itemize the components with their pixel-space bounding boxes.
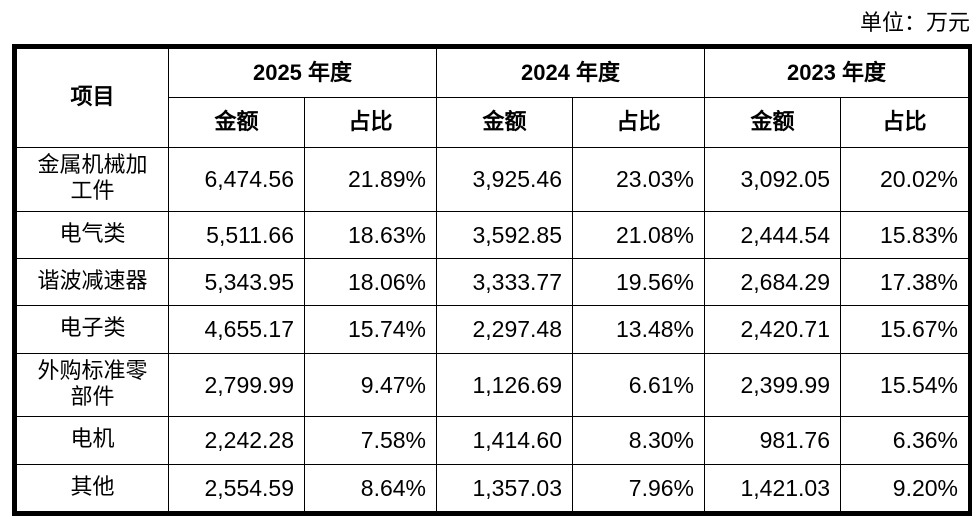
cell-ratio: 15.54% — [840, 352, 969, 418]
row-category-name: 其他 — [16, 463, 169, 513]
unit-label: 单位：万元 — [859, 11, 970, 36]
cell-ratio: 19.56% — [572, 257, 705, 307]
header-ratio: 占比 — [840, 97, 969, 148]
cell-amount: 4,655.17 — [168, 305, 305, 354]
cell-amount: 2,242.28 — [168, 416, 305, 465]
row-category-name: 外购标准零部件 — [16, 352, 169, 418]
table-row: 电气类 5,511.66 18.63% 3,592.85 21.08% 2,444.54 1… — [16, 210, 969, 259]
cell-ratio: 13.48% — [572, 305, 705, 354]
row-category-name: 电子类 — [16, 305, 169, 354]
cell-ratio: 7.58% — [304, 416, 437, 465]
row-category-name: 电机 — [16, 416, 169, 465]
cell-amount: 1,421.03 — [704, 463, 841, 513]
cell-ratio: 21.08% — [572, 210, 705, 259]
cell-amount: 2,684.29 — [704, 257, 841, 307]
table-row: 谐波减速器 5,343.95 18.06% 3,333.77 19.56% 2,684.2… — [16, 257, 969, 307]
header-ratio: 占比 — [572, 97, 705, 148]
cell-ratio: 9.47% — [304, 352, 437, 418]
cell-ratio: 20.02% — [840, 146, 969, 212]
cell-amount: 1,357.03 — [436, 463, 573, 513]
header-amount: 金额 — [168, 97, 305, 148]
cell-amount: 6,474.56 — [168, 146, 305, 212]
cell-ratio: 6.61% — [572, 352, 705, 418]
row-category-name: 金属机械加工件 — [16, 146, 169, 212]
cell-amount: 3,925.46 — [436, 146, 573, 212]
header-amount: 金额 — [704, 97, 841, 148]
header-year-2023: 2023 年度 — [704, 47, 969, 99]
cell-amount: 5,343.95 — [168, 257, 305, 307]
cell-ratio: 8.64% — [304, 463, 437, 513]
cell-amount: 2,799.99 — [168, 352, 305, 418]
cell-ratio: 15.67% — [840, 305, 969, 354]
cell-ratio: 15.83% — [840, 210, 969, 259]
cell-ratio: 6.36% — [840, 416, 969, 465]
cell-amount: 2,420.71 — [704, 305, 841, 354]
table-row: 外购标准零部件 2,799.99 9.47% 1,126.69 6.61% 2,399.9… — [16, 352, 969, 418]
cell-ratio: 9.20% — [840, 463, 969, 513]
header-year-2024: 2024 年度 — [436, 47, 705, 99]
cell-ratio: 23.03% — [572, 146, 705, 212]
cell-ratio: 7.96% — [572, 463, 705, 513]
row-category-name: 谐波减速器 — [16, 257, 169, 307]
table-row: 其他 2,554.59 8.64% 1,357.03 7.96% 1,421.03 9.20… — [16, 463, 969, 513]
cell-ratio: 21.89% — [304, 146, 437, 212]
table-row: 金属机械加工件 6,474.56 21.89% 3,925.46 23.03% 3,092… — [16, 146, 969, 212]
cell-amount: 1,126.69 — [436, 352, 573, 418]
data-table: 项目 2025 年度 2024 年度 2023 年度 金额 占比 金额 占比 金… — [16, 47, 969, 513]
header-row-metrics: 金额 占比 金额 占比 金额 占比 — [17, 97, 969, 148]
cell-amount: 5,511.66 — [168, 210, 305, 259]
row-category-name: 电气类 — [16, 210, 169, 259]
cell-amount: 981.76 — [704, 416, 841, 465]
cell-ratio: 15.74% — [304, 305, 437, 354]
cell-amount: 2,297.48 — [436, 305, 573, 354]
header-amount: 金额 — [436, 97, 573, 148]
header-ratio: 占比 — [304, 97, 437, 148]
header-year-2025: 2025 年度 — [168, 47, 437, 99]
cell-amount: 2,444.54 — [704, 210, 841, 259]
header-project: 项目 — [16, 48, 169, 148]
cell-amount: 3,092.05 — [704, 146, 841, 212]
table-row: 电机 2,242.28 7.58% 1,414.60 8.30% 981.76 6.36% — [16, 416, 969, 465]
table-row: 电子类 4,655.17 15.74% 2,297.48 13.48% 2,420.71 1… — [16, 305, 969, 354]
cell-amount: 3,333.77 — [436, 257, 573, 307]
cell-ratio: 18.06% — [304, 257, 437, 307]
cell-amount: 3,592.85 — [436, 210, 573, 259]
cell-ratio: 17.38% — [840, 257, 969, 307]
cell-amount: 1,414.60 — [436, 416, 573, 465]
cell-ratio: 18.63% — [304, 210, 437, 259]
procurement-table: 项目 2025 年度 2024 年度 2023 年度 金额 占比 金额 占比 金… — [12, 44, 972, 516]
header-row-years: 项目 2025 年度 2024 年度 2023 年度 — [16, 47, 969, 148]
cell-amount: 2,554.59 — [168, 463, 305, 513]
cell-ratio: 8.30% — [572, 416, 705, 465]
cell-amount: 2,399.99 — [704, 352, 841, 418]
